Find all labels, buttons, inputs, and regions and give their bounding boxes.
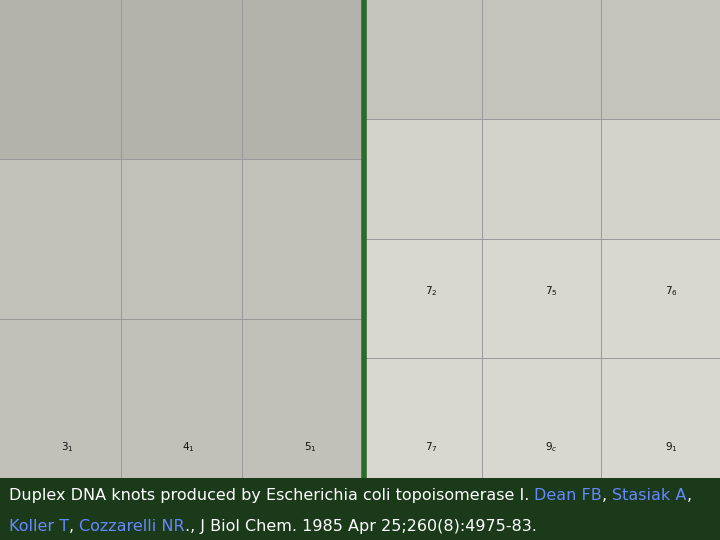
Text: 7$_{5}$: 7$_{5}$ [545,285,558,299]
Text: Stasiak A: Stasiak A [612,488,686,503]
Text: 5$_{1}$: 5$_{1}$ [304,440,317,454]
Text: 4$_{1}$: 4$_{1}$ [182,440,195,454]
Bar [0,0,364,478]
Bar [0,159,364,319]
Text: 9$_{c}$: 9$_{c}$ [545,440,557,454]
Text: ,: , [69,519,79,534]
Text: 7$_{2}$: 7$_{2}$ [425,285,437,299]
Bar [364,0,720,119]
Text: ,: , [602,488,612,503]
Text: 7$_{7}$: 7$_{7}$ [425,440,438,454]
Text: 9$_{1}$: 9$_{1}$ [665,440,678,454]
Text: ,: , [686,488,692,503]
Text: Dean FB: Dean FB [534,488,602,503]
Text: Duplex DNA knots produced by Escherichia coli topoisomerase I.: Duplex DNA knots produced by Escherichia… [9,488,534,503]
Bar [364,119,720,239]
Bar [0,319,364,478]
Text: Koller T: Koller T [9,519,69,534]
Bar [0,0,364,159]
Text: Cozzarelli NR: Cozzarelli NR [79,519,184,534]
Text: 3$_{1}$: 3$_{1}$ [61,440,74,454]
Text: 7$_{6}$: 7$_{6}$ [665,285,678,299]
Text: ., J Biol Chem. 1985 Apr 25;260(8):4975-83.: ., J Biol Chem. 1985 Apr 25;260(8):4975-… [184,519,536,534]
Bar [364,0,720,478]
